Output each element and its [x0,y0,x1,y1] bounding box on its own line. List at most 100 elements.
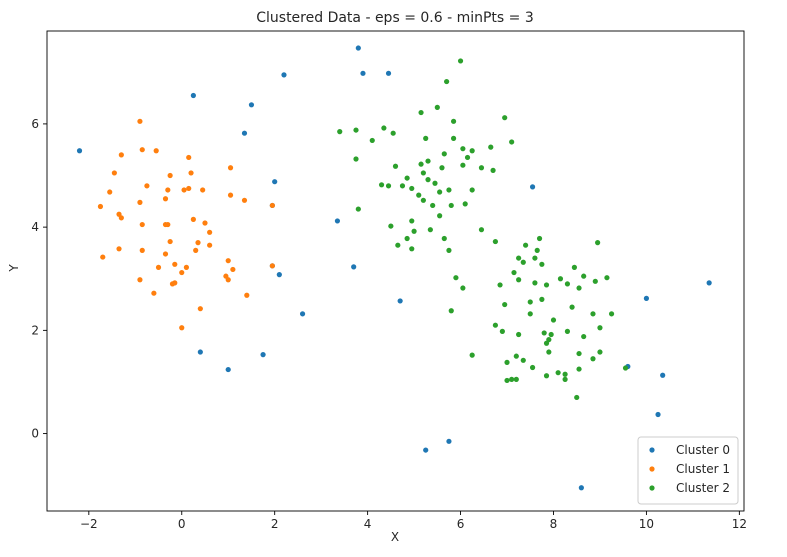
data-point-cluster-2 [432,180,438,186]
data-point-cluster-2 [457,58,464,64]
data-point-cluster-2 [460,285,466,291]
data-point-cluster-2 [441,235,447,242]
data-point-cluster-1 [197,306,203,312]
data-point-cluster-2 [564,328,571,334]
data-point-cluster-2 [576,366,582,372]
data-point-cluster-1 [225,277,231,283]
data-point-cluster-2 [404,175,410,181]
data-point-cluster-2 [527,311,533,317]
data-point-cluster-1 [195,240,201,246]
data-point-cluster-2 [430,202,436,209]
data-point-cluster-2 [555,370,561,376]
data-point-cluster-2 [523,242,529,248]
data-point-cluster-2 [453,275,459,281]
y-axis-label: Y [7,264,21,273]
data-point-cluster-2 [490,167,496,173]
data-point-cluster-2 [448,308,454,314]
data-point-cluster-2 [409,246,415,252]
data-point-cluster-2 [532,255,538,261]
x-tick-label: 4 [364,517,372,531]
x-axis: −2 0 2 4 6 8 10 12 [80,511,747,531]
data-point-cluster-2 [608,311,615,317]
data-point-cluster-2 [460,162,466,168]
data-point-cluster-0 [276,272,282,278]
data-point-cluster-1 [202,220,208,226]
data-point-cluster-2 [581,333,587,340]
data-point-cluster-2 [450,118,457,124]
data-point-cluster-2 [381,125,387,131]
data-point-cluster-2 [511,269,517,276]
data-point-cluster-2 [420,170,426,176]
data-point-cluster-0 [655,411,661,418]
data-point-cluster-2 [590,356,596,362]
data-point-cluster-1 [172,261,178,267]
plot-area-frame [46,30,745,512]
data-point-cluster-2 [539,261,545,267]
data-point-cluster-1 [137,118,143,124]
data-point-cluster-2 [520,357,526,363]
data-point-cluster-0 [643,295,650,301]
data-point-cluster-0 [248,102,255,108]
data-point-cluster-2 [562,371,568,377]
data-point-cluster-0 [76,148,83,154]
data-point-cluster-2 [548,331,554,338]
data-point-cluster-1 [227,165,234,171]
data-point-cluster-2 [543,340,550,346]
data-point-cluster-2 [597,349,603,355]
data-point-cluster-1 [118,215,124,221]
data-point-cluster-1 [100,254,106,260]
data-point-cluster-2 [388,223,394,229]
data-point-cluster-0 [423,447,429,453]
data-point-cluster-2 [509,376,515,382]
data-point-cluster-2 [590,311,596,317]
x-tick-label: 8 [550,517,558,531]
data-point-cluster-2 [516,331,522,338]
data-point-cluster-1 [162,196,169,202]
data-point-cluster-1 [230,266,236,273]
data-point-cluster-0 [397,298,403,304]
data-point-cluster-1 [151,290,157,296]
data-point-cluster-2 [520,259,526,265]
data-point-cluster-1 [181,187,187,193]
x-tick-label: 2 [271,517,279,531]
data-point-cluster-1 [193,247,199,253]
data-point-cluster-2 [499,328,505,334]
data-point-cluster-2 [434,104,440,110]
data-point-cluster-1 [179,325,185,331]
data-point-cluster-2 [546,349,552,355]
legend-label: Cluster 2 [676,481,730,495]
data-point-cluster-0 [578,485,584,491]
data-point-cluster-2 [439,165,445,171]
data-point-cluster-2 [425,158,431,164]
data-point-cluster-2 [423,135,429,141]
data-point-cluster-2 [446,247,452,253]
data-point-cluster-2 [409,218,415,224]
data-point-cluster-2 [469,187,475,193]
data-point-cluster-2 [469,352,475,358]
data-point-cluster-2 [532,280,538,286]
x-tick-label: 6 [457,517,465,531]
data-point-cluster-1 [155,264,162,270]
data-point-cluster-2 [404,235,410,242]
data-point-cluster-1 [188,170,194,176]
data-point-cluster-2 [543,282,550,288]
data-point-cluster-2 [571,264,577,270]
data-point-cluster-2 [444,78,450,85]
data-point-cluster-0 [446,438,452,444]
data-point-cluster-2 [420,197,426,203]
data-point-cluster-2 [604,275,610,281]
data-point-cluster-1 [137,277,143,283]
data-point-cluster-2 [516,255,522,261]
data-point-cluster-1 [139,221,145,228]
data-point-cluster-2 [562,376,568,382]
data-point-cluster-2 [446,187,452,193]
data-point-cluster-0 [299,311,306,317]
data-point-cluster-1 [111,170,117,176]
x-tick-label: 12 [732,517,747,531]
data-point-cluster-2 [460,146,466,152]
data-point-cluster-2 [529,364,536,371]
data-point-cluster-1 [162,251,169,257]
x-tick-label: 10 [639,517,654,531]
data-point-cluster-1 [139,247,145,253]
data-point-cluster-1 [169,281,176,287]
